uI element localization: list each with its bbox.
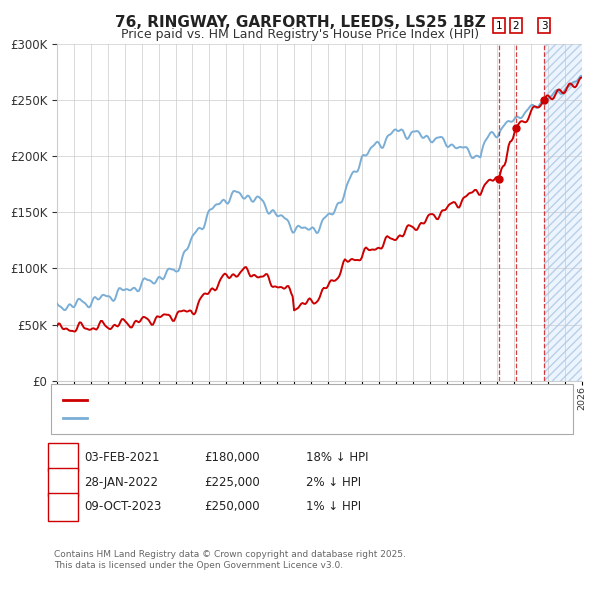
Text: 3: 3 [541, 21, 548, 31]
Text: 1: 1 [496, 21, 502, 31]
Text: £250,000: £250,000 [204, 500, 260, 513]
Text: 28-JAN-2022: 28-JAN-2022 [84, 476, 158, 489]
Text: £180,000: £180,000 [204, 451, 260, 464]
Text: 3: 3 [59, 500, 67, 513]
Text: Contains HM Land Registry data © Crown copyright and database right 2025.: Contains HM Land Registry data © Crown c… [54, 550, 406, 559]
Bar [544, 44, 582, 381]
Text: 18% ↓ HPI: 18% ↓ HPI [306, 451, 368, 464]
Bar [544, 44, 582, 381]
Text: 1% ↓ HPI: 1% ↓ HPI [306, 500, 361, 513]
Text: 1: 1 [59, 451, 67, 464]
Text: 03-FEB-2021: 03-FEB-2021 [84, 451, 160, 464]
Text: 2: 2 [59, 476, 67, 489]
Text: This data is licensed under the Open Government Licence v3.0.: This data is licensed under the Open Gov… [54, 560, 343, 569]
Text: 76, RINGWAY, GARFORTH, LEEDS, LS25 1BZ: 76, RINGWAY, GARFORTH, LEEDS, LS25 1BZ [115, 15, 485, 30]
Text: £225,000: £225,000 [204, 476, 260, 489]
Text: 76, RINGWAY, GARFORTH, LEEDS, LS25 1BZ (semi-detached house): 76, RINGWAY, GARFORTH, LEEDS, LS25 1BZ (… [93, 395, 463, 405]
Text: HPI: Average price, semi-detached house, Leeds: HPI: Average price, semi-detached house,… [93, 414, 358, 423]
Text: Price paid vs. HM Land Registry's House Price Index (HPI): Price paid vs. HM Land Registry's House … [121, 28, 479, 41]
Text: 2% ↓ HPI: 2% ↓ HPI [306, 476, 361, 489]
Text: 09-OCT-2023: 09-OCT-2023 [84, 500, 161, 513]
Text: 2: 2 [512, 21, 519, 31]
